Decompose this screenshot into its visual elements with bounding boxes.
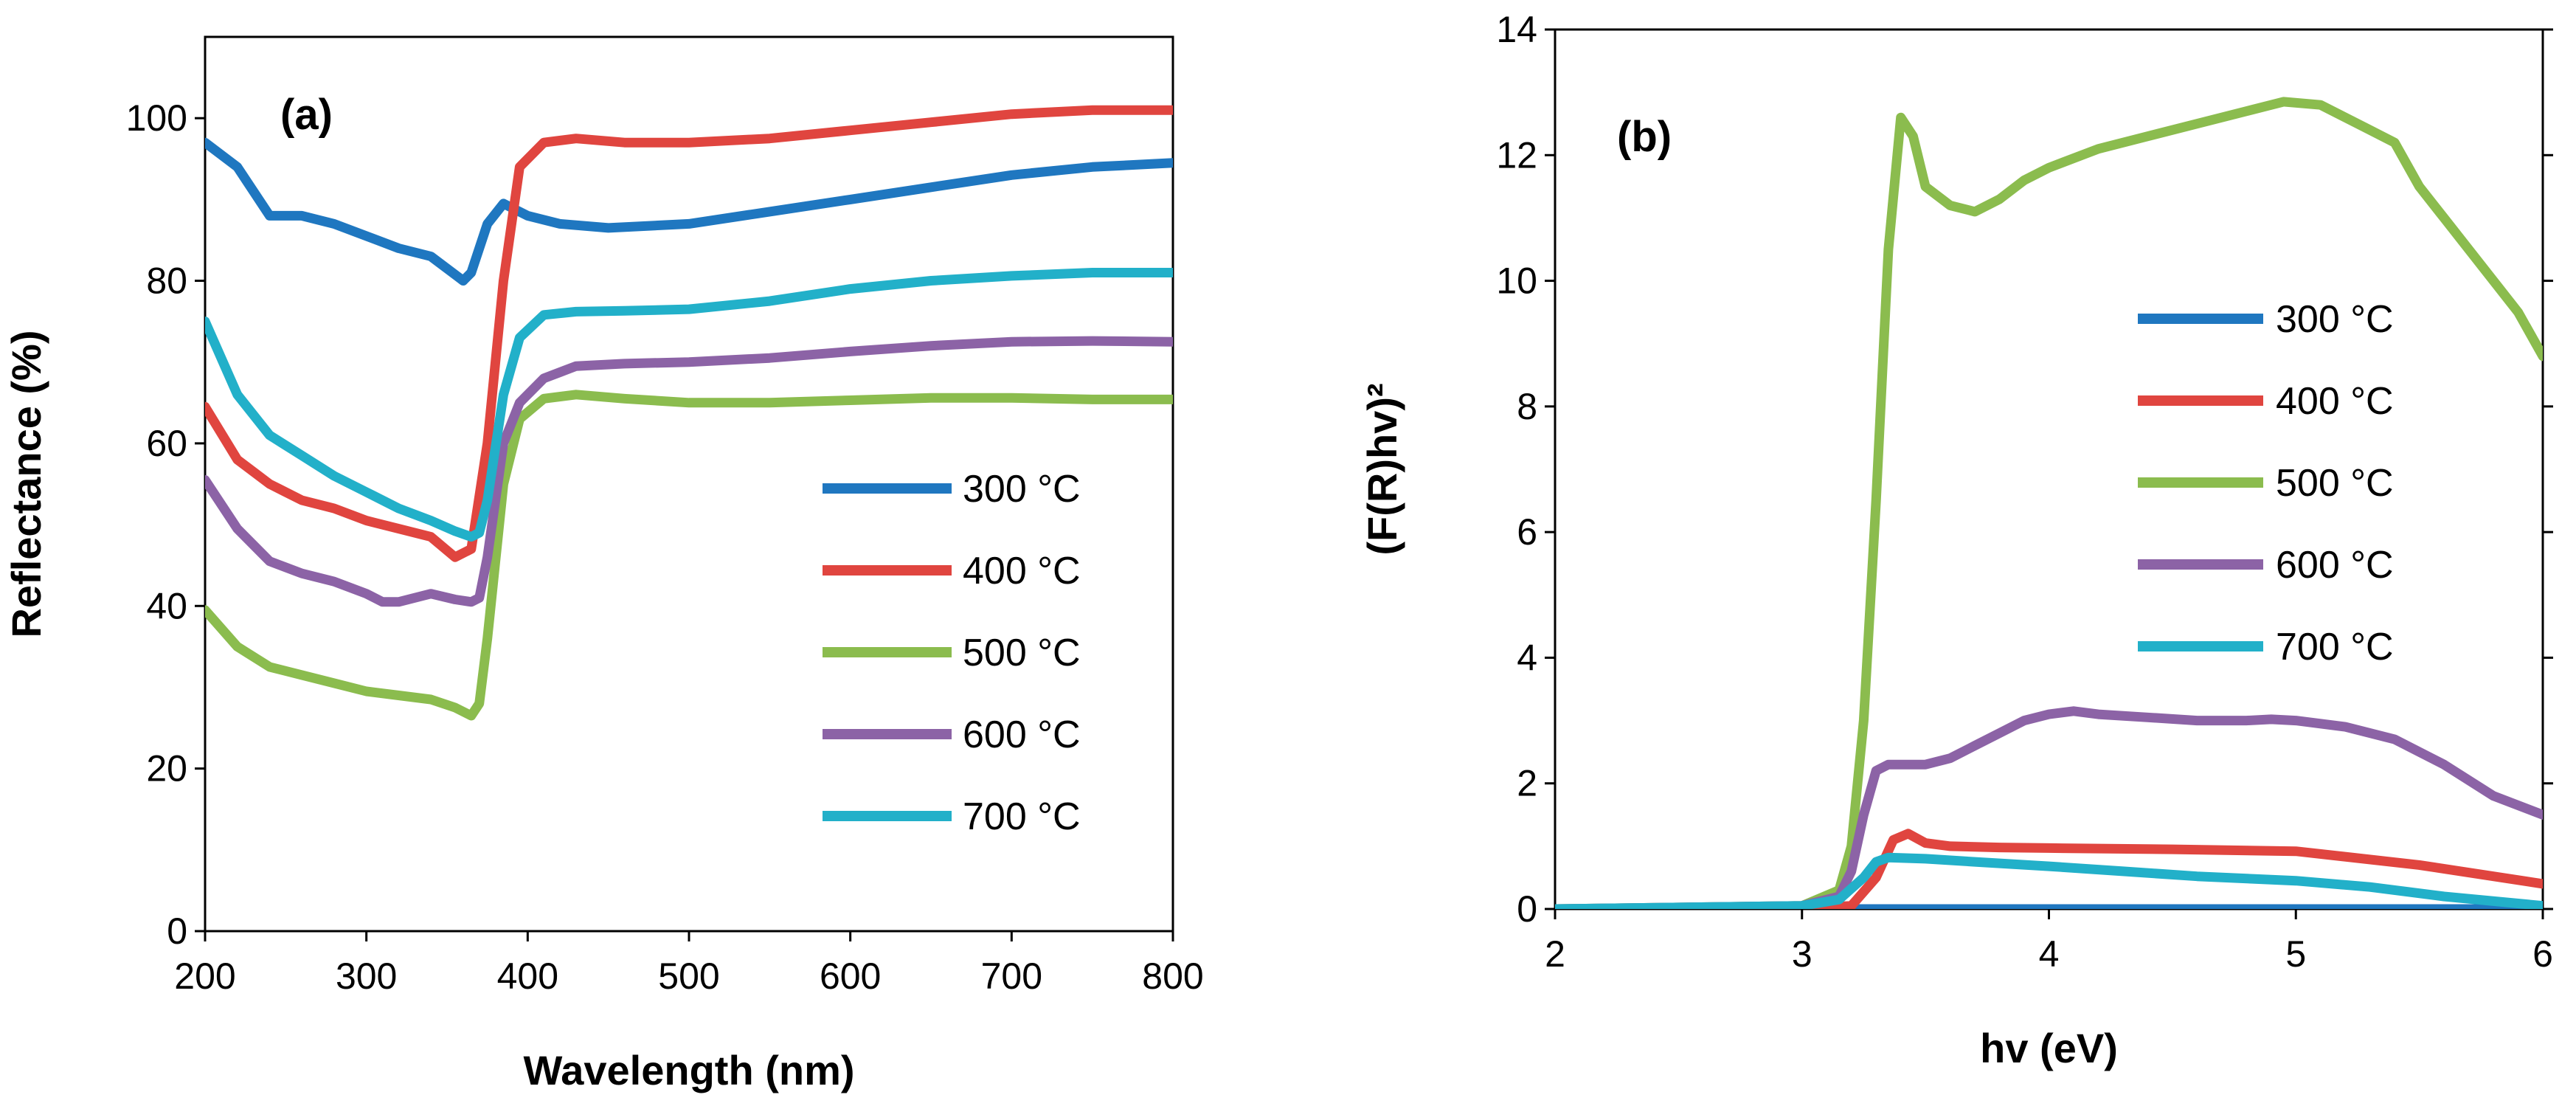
legend-entry-label: 400 °C xyxy=(2276,380,2394,423)
x-axis-title: hv (eV) xyxy=(1980,1025,2118,1071)
x-tick-label: 700 xyxy=(981,955,1042,997)
y-tick-label: 8 xyxy=(1517,386,1537,427)
x-tick-label: 600 xyxy=(820,955,881,997)
y-tick-label: 14 xyxy=(1496,9,1537,50)
series-group xyxy=(205,105,1173,721)
y-tick-label: 80 xyxy=(146,260,187,302)
legend-entry-label: 500 °C xyxy=(2276,462,2394,505)
series-line-600 xyxy=(205,336,1173,607)
y-tick-label: 0 xyxy=(167,910,187,952)
x-tick-label: 4 xyxy=(2039,933,2060,975)
x-tick-label: 6 xyxy=(2532,933,2553,975)
legend-entry-label: 300 °C xyxy=(2276,298,2394,341)
x-tick-label: 300 xyxy=(336,955,397,997)
series-line-400 xyxy=(205,105,1173,562)
y-tick-label: 10 xyxy=(1496,260,1537,302)
legend-entry-label: 600 °C xyxy=(963,713,1081,756)
legend-entry-label: 700 °C xyxy=(963,795,1081,838)
y-tick-label: 4 xyxy=(1517,637,1537,678)
x-axis-title: Wavelength (nm) xyxy=(523,1047,854,1093)
y-tick-label: 40 xyxy=(146,585,187,626)
legend-entry-label: 400 °C xyxy=(963,550,1081,592)
series-line-700 xyxy=(1555,852,2543,909)
series-line-500 xyxy=(1555,97,2543,909)
x-tick-label: 800 xyxy=(1142,955,1203,997)
y-tick-label: 12 xyxy=(1496,134,1537,176)
x-tick-label: 5 xyxy=(2285,933,2306,975)
panel-label: (b) xyxy=(1617,113,1672,161)
series-group xyxy=(1555,97,2543,909)
series-line-400 xyxy=(1555,829,2543,909)
y-tick-label: 100 xyxy=(126,97,187,139)
series-line-300 xyxy=(205,137,1173,286)
series-line-600 xyxy=(1555,706,2543,909)
x-tick-label: 400 xyxy=(497,955,558,997)
y-tick-label: 6 xyxy=(1517,511,1537,553)
y-tick-label: 20 xyxy=(146,748,187,789)
legend-entry-label: 700 °C xyxy=(2276,626,2394,668)
y-tick-label: 2 xyxy=(1517,763,1537,804)
chart-panel-a: 0 20 40 60 80 100 200 300 400 500 600 700 800 Wavelen… xyxy=(3,35,1204,1093)
plot-frame xyxy=(1554,28,2544,910)
legend: 300 °C 400 °C 500 °C 600 °C 700 °C xyxy=(2138,298,2394,668)
legend-entry-label: 500 °C xyxy=(963,632,1081,674)
y-tick-label: 0 xyxy=(1517,888,1537,930)
legend-entry-label: 600 °C xyxy=(2276,544,2394,587)
series-line-500 xyxy=(205,390,1173,721)
x-tick-label: 200 xyxy=(174,955,235,997)
x-tick-label: 500 xyxy=(658,955,719,997)
x-tick-label: 3 xyxy=(1792,933,1812,975)
legend: 300 °C 400 °C 500 °C 600 °C 700 °C xyxy=(823,468,1081,838)
panel-label: (a) xyxy=(280,91,333,139)
y-tick-label: 60 xyxy=(146,423,187,464)
series-line-700 xyxy=(205,268,1173,542)
y-axis-title: Reflectance (%) xyxy=(3,330,49,637)
y-axis-title: (F(R)hv)² xyxy=(1359,383,1405,555)
x-tick-label: 2 xyxy=(1545,933,1565,975)
legend-entry-label: 300 °C xyxy=(963,468,1081,511)
